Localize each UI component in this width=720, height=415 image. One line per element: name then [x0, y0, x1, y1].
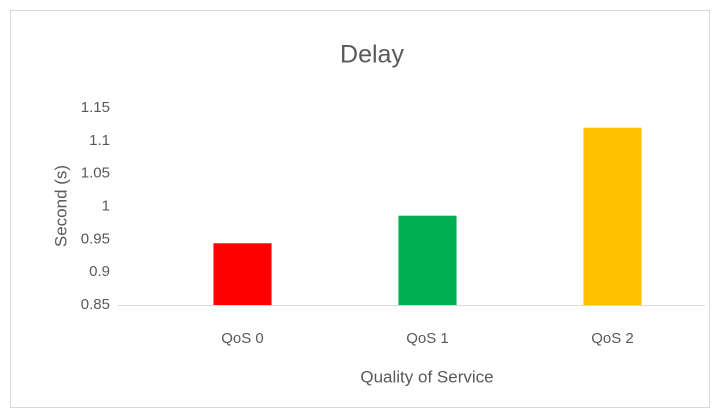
y-tick-label: 1.1: [89, 132, 110, 149]
bar: [583, 127, 642, 305]
y-tick-label: 1: [102, 197, 110, 214]
bar: [398, 215, 457, 305]
y-tick-label: 0.85: [81, 296, 110, 313]
y-tick-label: 1.05: [81, 165, 110, 182]
y-tick-label: 1.15: [81, 99, 110, 116]
x-tick-label: QoS 0: [221, 330, 264, 347]
x-tick-label: QoS 2: [591, 330, 634, 347]
y-tick-label: 0.9: [89, 263, 110, 280]
y-tick-label: 0.95: [81, 230, 110, 247]
x-axis-label: Quality of Service: [360, 367, 493, 386]
x-tick-label: QoS 1: [406, 330, 449, 347]
y-axis-label: Second (s): [51, 165, 70, 247]
chart-title: Delay: [340, 41, 404, 69]
bar: [213, 243, 272, 305]
